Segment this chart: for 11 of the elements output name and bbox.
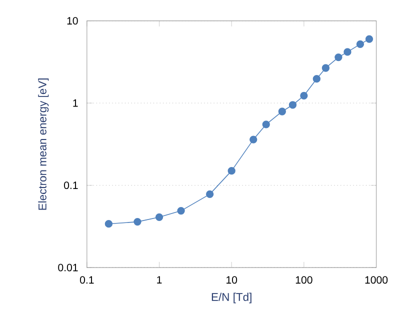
y-tick-label: 0.01 <box>58 264 78 272</box>
x-tick-label: 10 <box>226 276 238 284</box>
x-tick-label: 100 <box>296 276 312 284</box>
x-tick-label: 1000 <box>365 276 388 284</box>
y-tick-label: 0.1 <box>64 182 78 190</box>
x-tick-label: 1 <box>157 276 162 284</box>
y-tick-label: 1 <box>73 99 78 107</box>
x-axis-title: E/N [Td] <box>212 292 252 304</box>
x-tick-label: 0.1 <box>80 276 94 284</box>
y-axis-title: Electron mean energy [eV] <box>38 78 49 210</box>
y-tick-label: 10 <box>67 17 78 25</box>
